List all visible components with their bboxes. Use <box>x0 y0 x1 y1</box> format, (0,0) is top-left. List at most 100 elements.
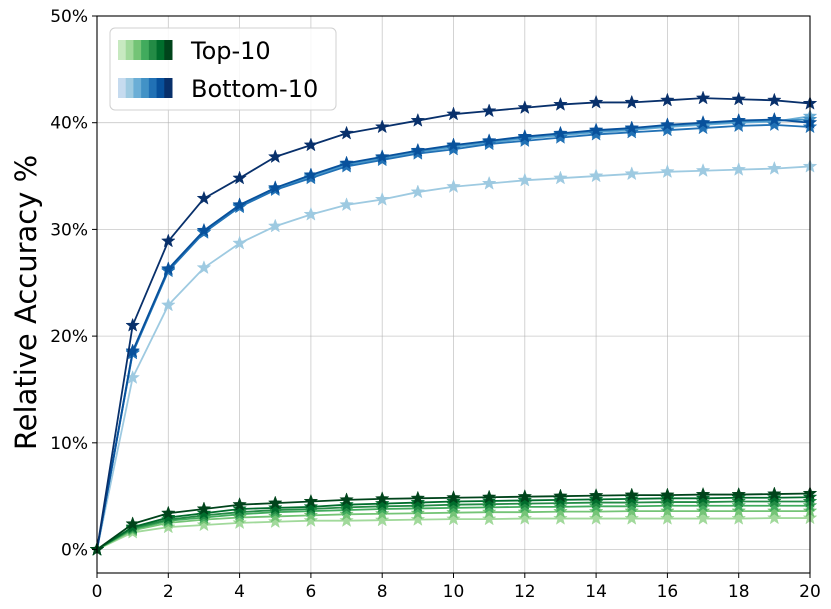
series-point <box>446 504 461 519</box>
x-tick-label: 4 <box>234 582 245 602</box>
series-point <box>588 487 604 502</box>
legend-swatch <box>118 78 127 98</box>
series-point <box>374 506 390 521</box>
legend-label: Top-10 <box>190 37 271 65</box>
series-point <box>410 511 426 526</box>
series-point <box>481 103 497 118</box>
series-point <box>374 495 390 510</box>
series-top-10-6 <box>89 510 818 556</box>
series-point <box>303 167 319 182</box>
y-tick-label: 50% <box>50 7 88 27</box>
y-tick-label: 40% <box>50 114 88 134</box>
series-point <box>196 190 212 205</box>
x-axis-ticks: 0 2 4 6 8 10 12 14 16 18 20 <box>92 573 821 602</box>
legend-label: Bottom-10 <box>191 75 318 103</box>
series-point <box>517 100 533 115</box>
series-point <box>339 492 354 507</box>
series-point <box>553 488 568 503</box>
series-point <box>374 512 390 527</box>
series-point <box>695 114 711 129</box>
series-point <box>303 137 319 152</box>
legend-swatch <box>133 78 142 98</box>
series-point <box>553 170 568 185</box>
y-axis-ticks: 0% 10% 20% 30% 40% 50% <box>50 7 97 561</box>
series-point <box>446 179 461 193</box>
series-point <box>588 510 604 525</box>
series-point <box>125 317 141 332</box>
series-point <box>731 503 747 518</box>
series-point <box>731 486 747 501</box>
series-point <box>731 498 747 513</box>
series-point <box>303 493 319 508</box>
series-point <box>410 490 426 505</box>
series-point <box>446 137 461 152</box>
series-point <box>267 218 283 233</box>
legend-swatch <box>125 40 134 60</box>
series-point <box>481 175 497 190</box>
legend-swatch <box>133 40 142 60</box>
series-point <box>196 222 212 237</box>
series-point <box>446 511 461 526</box>
series-point <box>303 499 319 514</box>
legend-swatch <box>125 78 134 98</box>
series-point <box>517 488 533 503</box>
series-point <box>232 235 247 250</box>
series-point <box>410 184 426 199</box>
series-point <box>766 503 782 518</box>
series-point <box>731 161 747 176</box>
x-tick-label: 10 <box>443 582 465 602</box>
series-point <box>695 162 711 177</box>
series-point <box>160 297 176 312</box>
x-tick-label: 12 <box>514 582 536 602</box>
series-point <box>160 261 176 276</box>
series-point <box>481 511 497 526</box>
series-point <box>446 141 461 156</box>
series-point <box>196 517 212 532</box>
series-point <box>731 91 747 106</box>
series-point <box>660 503 675 518</box>
series-point <box>624 124 640 139</box>
series-point <box>374 191 390 206</box>
x-tick-label: 20 <box>799 582 821 602</box>
series-point <box>303 206 319 221</box>
series-point <box>303 507 319 522</box>
series-point <box>624 166 640 181</box>
legend-swatch <box>156 40 165 60</box>
series-point <box>624 487 640 502</box>
series-point <box>481 489 497 504</box>
series-point <box>731 118 747 133</box>
series-point <box>660 164 675 179</box>
series-point <box>374 149 390 164</box>
series-point <box>766 117 782 132</box>
series-point <box>339 125 354 140</box>
x-tick-label: 0 <box>92 582 103 602</box>
series-point <box>731 510 747 525</box>
series-point <box>517 504 533 519</box>
y-tick-label: 30% <box>50 220 88 240</box>
series-point <box>196 260 212 275</box>
series-point <box>660 122 675 137</box>
x-tick-label: 8 <box>377 582 388 602</box>
series-point <box>588 94 604 109</box>
series-point <box>766 160 782 175</box>
series-point <box>517 510 533 525</box>
series-point <box>481 504 497 519</box>
series-point <box>232 501 247 516</box>
series-point <box>267 149 283 164</box>
series-point <box>624 120 640 135</box>
series-point <box>588 503 604 518</box>
series-point <box>267 500 283 515</box>
series-point <box>766 486 782 501</box>
series-point <box>160 233 176 248</box>
x-tick-label: 6 <box>305 582 316 602</box>
series-point <box>660 487 675 502</box>
series-point <box>624 510 640 525</box>
y-tick-label: 10% <box>50 434 88 454</box>
series-point <box>553 96 568 111</box>
series-point <box>481 133 497 148</box>
series-point <box>446 490 461 505</box>
series-point <box>410 494 426 509</box>
series-point <box>695 120 711 135</box>
series-point <box>196 501 212 516</box>
